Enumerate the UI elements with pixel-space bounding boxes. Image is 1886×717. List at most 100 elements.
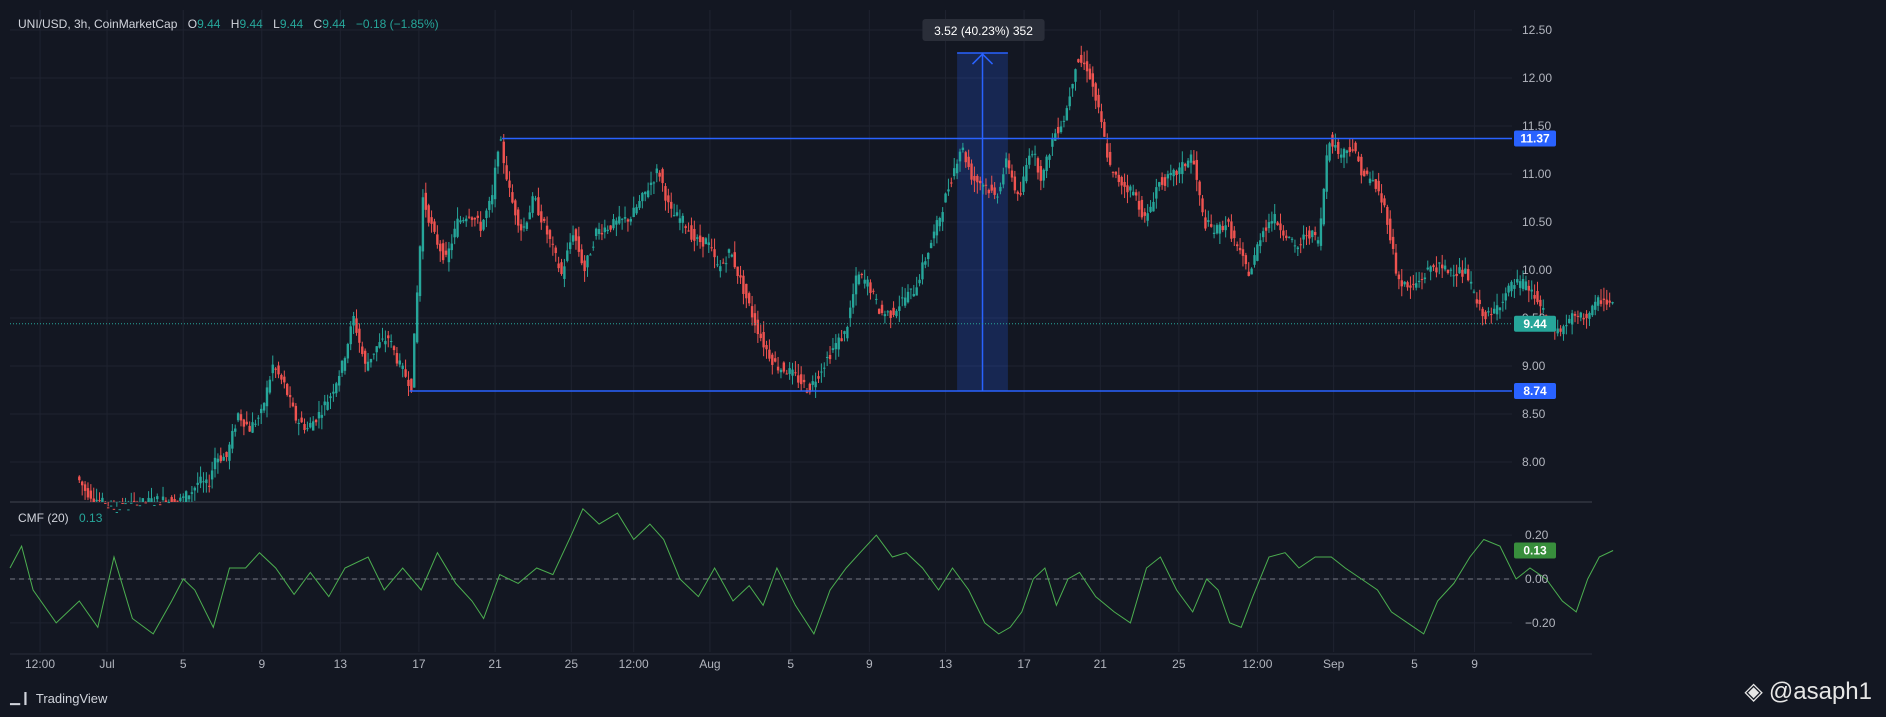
candle-body xyxy=(1495,305,1499,315)
candle-body xyxy=(658,172,661,177)
measure-label: 3.52 (40.23%) 352 xyxy=(934,24,1033,38)
candle-body xyxy=(771,354,774,365)
candle-body xyxy=(1594,301,1597,310)
candle-body xyxy=(346,343,350,359)
cmf-value-badge: 0.13 xyxy=(1523,543,1547,557)
candle-body xyxy=(1056,127,1060,134)
candle-body xyxy=(1461,269,1464,277)
candle-body xyxy=(283,376,286,383)
tradingview-footer[interactable]: ▁❙ TradingView xyxy=(10,690,107,706)
candle-body xyxy=(1455,273,1458,277)
candle-body xyxy=(496,151,500,167)
candle-body xyxy=(655,168,658,174)
candle-body xyxy=(161,496,165,500)
current-price-badge-bg xyxy=(1514,315,1556,332)
candle-body xyxy=(756,319,760,335)
candle-body xyxy=(563,266,566,279)
watermark-handle: @asaph1 xyxy=(1768,677,1872,705)
candle-body xyxy=(1475,299,1479,304)
candle-body xyxy=(132,500,136,502)
candle-body xyxy=(620,218,624,220)
candle-body xyxy=(1394,252,1398,274)
candle-body xyxy=(750,306,754,318)
candle-body xyxy=(519,224,523,231)
candle-body xyxy=(1533,295,1536,299)
candle-body xyxy=(1308,230,1311,239)
candle-body xyxy=(1160,177,1164,185)
candle-body xyxy=(823,367,826,369)
candle-body xyxy=(1253,255,1256,265)
candle-body xyxy=(1022,176,1025,192)
candle-body xyxy=(1521,278,1525,289)
candle-body xyxy=(698,235,702,243)
candle-body xyxy=(1484,311,1487,320)
candle-body xyxy=(990,184,993,191)
candle-body xyxy=(860,273,864,275)
candle-body xyxy=(1282,230,1285,236)
candle-body xyxy=(1293,245,1297,247)
candle-body xyxy=(1374,179,1377,189)
candle-body xyxy=(1192,160,1196,165)
candle-body xyxy=(418,246,422,297)
candle-body xyxy=(508,180,511,188)
candle-body xyxy=(441,243,445,261)
candle-body xyxy=(1137,200,1141,210)
candle-body xyxy=(641,192,644,202)
candle-body xyxy=(329,396,332,399)
candle-body xyxy=(476,215,479,218)
binance-logo-icon: ◈ xyxy=(1744,678,1763,705)
candle-body xyxy=(340,360,344,373)
candle-body xyxy=(1391,236,1395,249)
candle-body xyxy=(875,298,878,300)
candle-body xyxy=(187,495,191,500)
candle-body xyxy=(309,422,312,428)
candle-body xyxy=(395,352,399,364)
candle-body xyxy=(644,191,647,195)
candle-body xyxy=(1331,134,1334,147)
candle-body xyxy=(277,365,280,375)
candle-body xyxy=(597,229,601,235)
current-price-badge: 9.44 xyxy=(1523,317,1547,331)
candle-body xyxy=(840,338,843,342)
candle-body xyxy=(1397,274,1401,280)
candle-body xyxy=(332,391,335,394)
candle-body xyxy=(303,424,306,430)
candle-body xyxy=(615,220,618,225)
candle-body xyxy=(254,423,257,425)
candle-body xyxy=(1149,206,1152,212)
candle-body xyxy=(1126,185,1129,193)
candle-body xyxy=(1334,145,1337,148)
candle-body xyxy=(248,425,251,432)
candle-body xyxy=(436,234,439,245)
candle-body xyxy=(193,487,196,491)
candle-body xyxy=(1155,187,1158,199)
candle-body xyxy=(297,422,300,424)
candle-body xyxy=(609,225,612,230)
candle-body xyxy=(1389,218,1392,241)
candle-body xyxy=(401,365,404,369)
candle-body xyxy=(167,502,171,504)
candle-body xyxy=(1172,169,1175,177)
candle-body xyxy=(1247,271,1250,276)
candle-body xyxy=(1285,235,1288,239)
candle-body xyxy=(511,192,514,203)
candle-body xyxy=(1568,318,1571,324)
candle-body xyxy=(849,307,852,319)
candle-body xyxy=(935,220,939,236)
cmf-tick-label: −0.20 xyxy=(1525,616,1556,630)
candle-body xyxy=(135,504,139,506)
candle-body xyxy=(1256,244,1259,261)
candle-body xyxy=(1276,222,1279,226)
candle-body xyxy=(124,503,127,505)
candle-body xyxy=(1611,302,1614,304)
candle-body xyxy=(1536,291,1539,303)
candle-body xyxy=(722,262,725,264)
candle-body xyxy=(1221,226,1224,231)
candle-body xyxy=(361,346,364,355)
candle-body xyxy=(1074,69,1077,82)
candle-body xyxy=(554,247,557,254)
price-tick-label: 9.00 xyxy=(1522,359,1546,373)
candle-body xyxy=(1103,121,1106,137)
candle-body xyxy=(1025,165,1028,182)
